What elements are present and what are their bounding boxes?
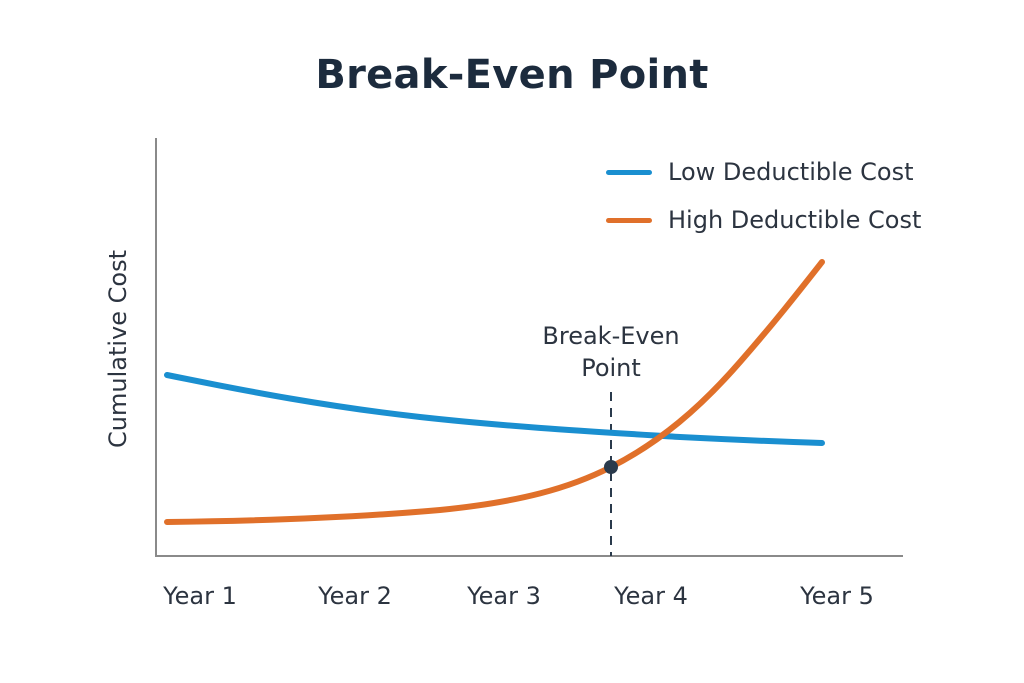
legend-label: High Deductible Cost [668, 206, 922, 234]
legend-item-high: High Deductible Cost [606, 196, 921, 244]
legend-swatch-high-icon [606, 217, 652, 223]
x-tick-year-2: Year 2 [318, 582, 392, 610]
legend-item-low: Low Deductible Cost [606, 148, 921, 196]
break-even-marker [604, 460, 618, 474]
chart-title: Break-Even Point [315, 52, 709, 98]
x-tick-year-5: Year 5 [800, 582, 874, 610]
x-tick-year-1: Year 1 [163, 582, 237, 610]
series-high-deductible-line [164, 259, 825, 525]
legend-label: Low Deductible Cost [668, 158, 914, 186]
annotation-line-2: Point [581, 354, 641, 382]
y-axis-label: Cumulative Cost [104, 250, 132, 448]
legend-swatch-low-icon [606, 169, 652, 175]
series-low-deductible-line [164, 372, 825, 446]
break-even-annotation: Break-Even Point [542, 320, 679, 384]
legend: Low Deductible Cost High Deductible Cost [606, 148, 921, 244]
x-tick-year-3: Year 3 [467, 582, 541, 610]
x-tick-year-4: Year 4 [614, 582, 688, 610]
annotation-line-1: Break-Even [542, 322, 680, 350]
